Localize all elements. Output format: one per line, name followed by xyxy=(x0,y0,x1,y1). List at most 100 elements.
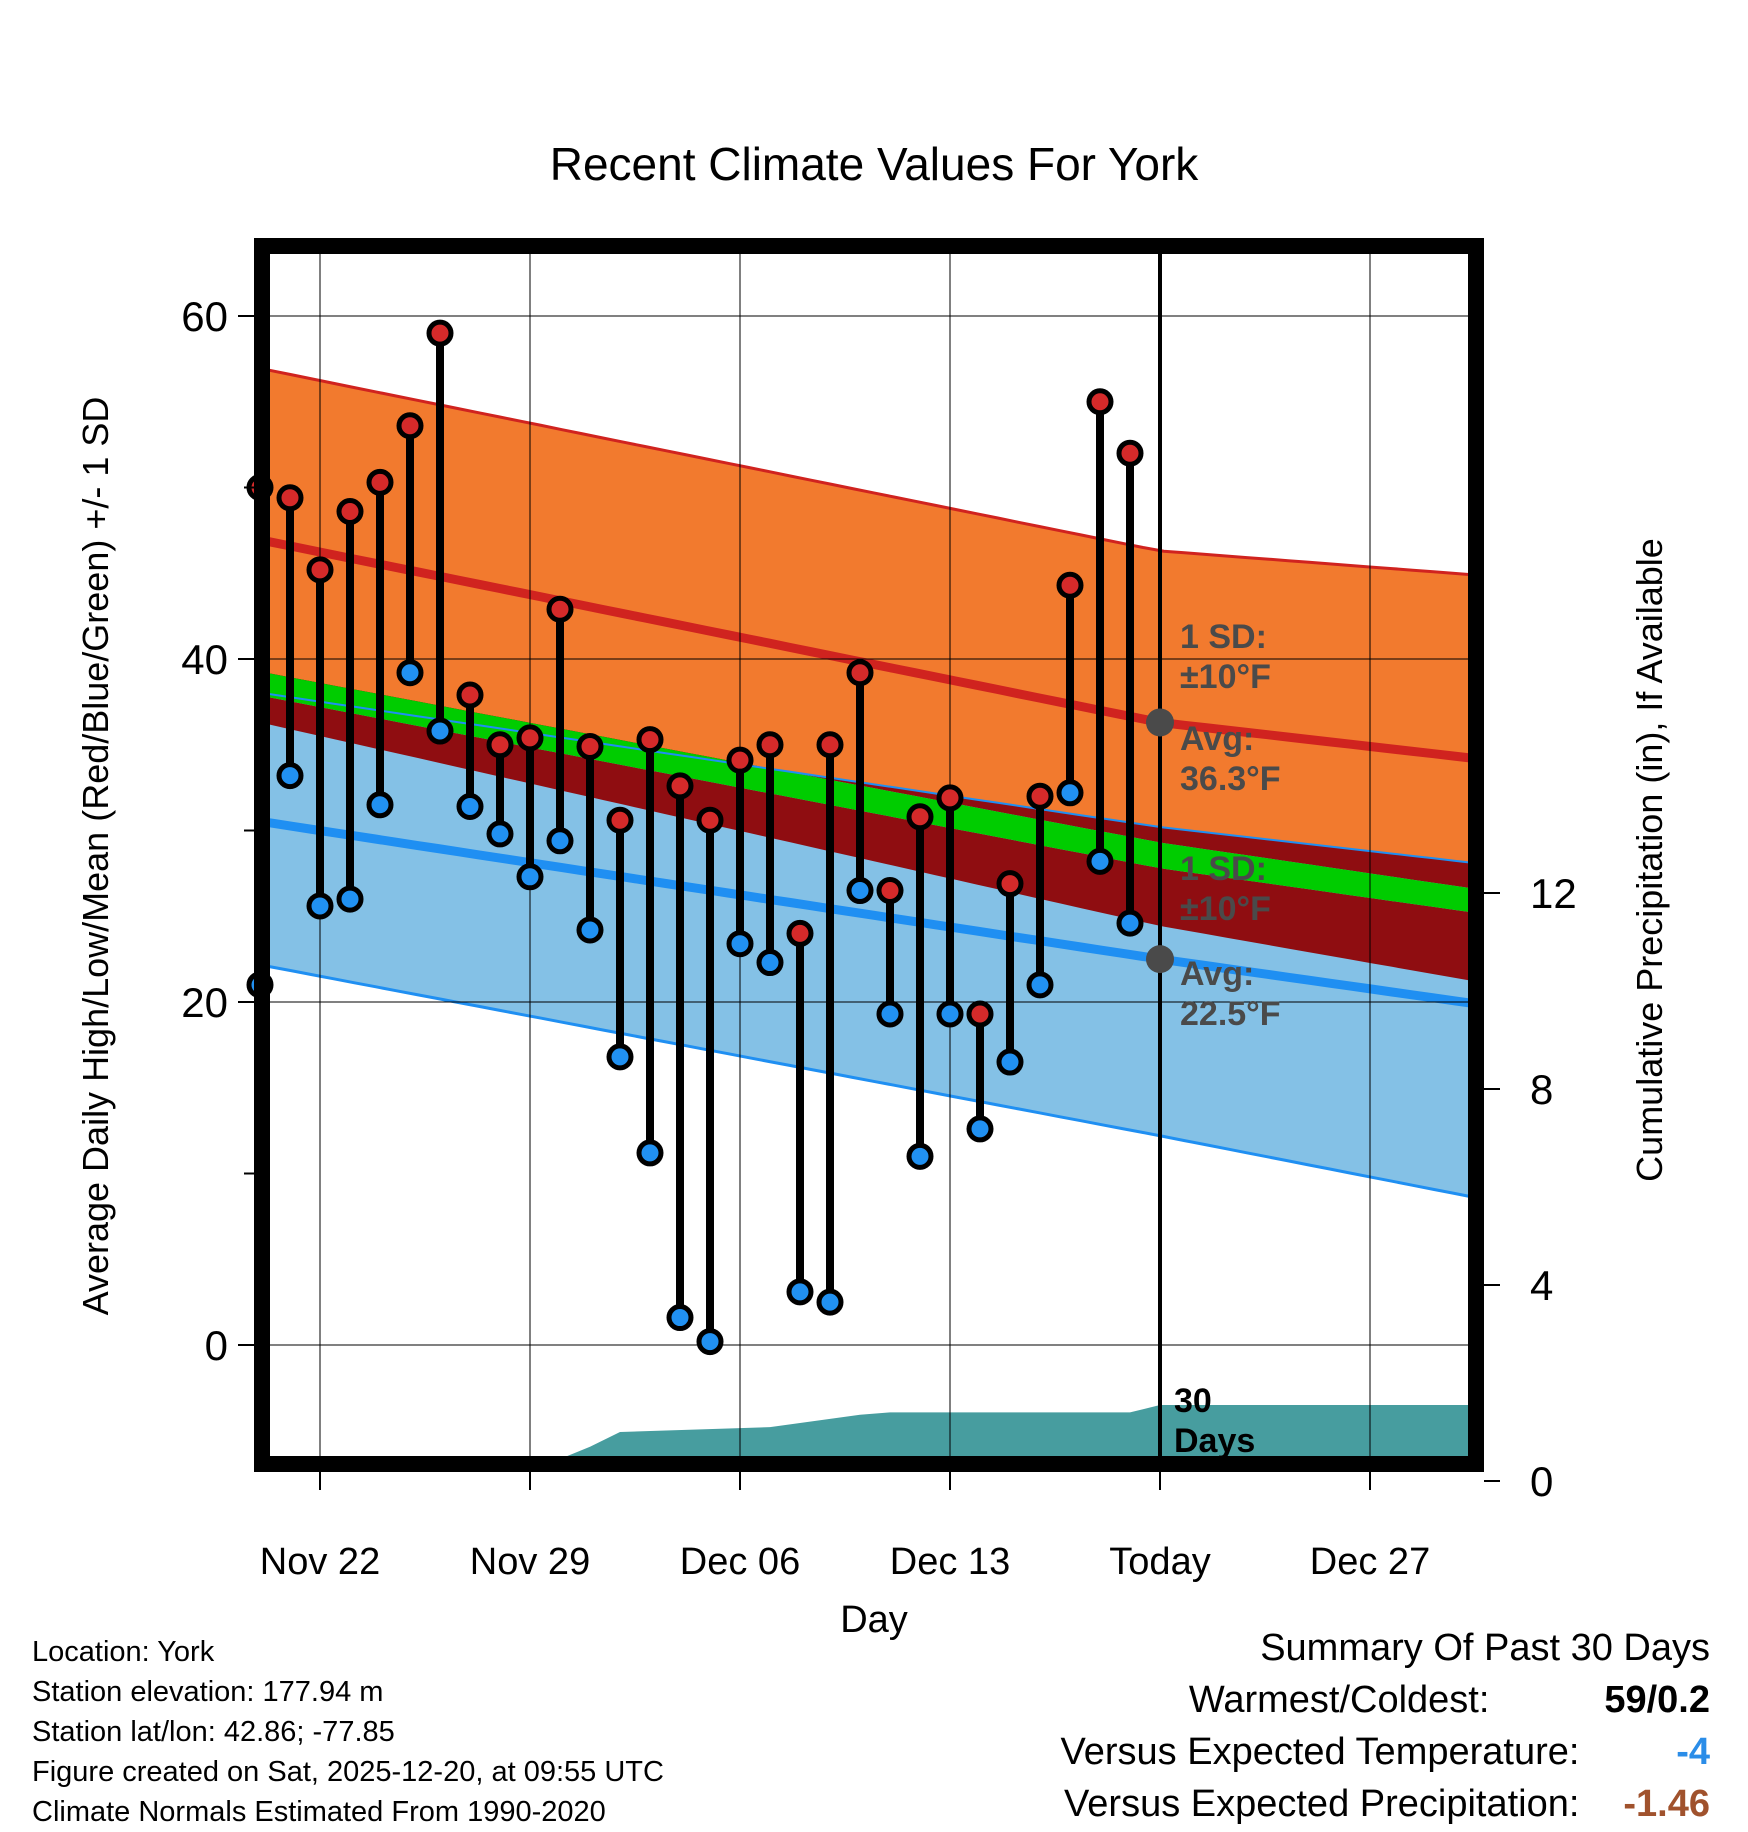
temperature-departure-value: -4 xyxy=(1676,1731,1710,1773)
low-temp-point xyxy=(366,791,394,819)
low-temp-point xyxy=(1056,779,1084,807)
days-word-label: Days xyxy=(1174,1422,1255,1460)
low-temp-point xyxy=(936,1000,964,1028)
temperature-departure-row: Versus Expected Temperature: -4 xyxy=(1061,1726,1710,1778)
precipitation-departure-row: Versus Expected Precipitation: -1.46 xyxy=(1061,1778,1710,1830)
plot-area xyxy=(262,367,1476,1464)
low-temp-point xyxy=(516,863,544,891)
high-temp-point xyxy=(456,681,484,709)
x-tick-label: Dec 27 xyxy=(1310,1541,1430,1583)
y2-axis-label: Cumulative Precipitation (in), If Availa… xyxy=(1629,538,1670,1182)
high-avg-marker xyxy=(1146,708,1174,737)
normals-text: Climate Normals Estimated From 1990-2020 xyxy=(32,1796,606,1828)
summary-panel: Summary Of Past 30 Days Warmest/Coldest:… xyxy=(1061,1622,1710,1830)
warmest-coldest-row: Warmest/Coldest: 59/0.2 xyxy=(1061,1674,1710,1726)
high-sd-value: ±10°F xyxy=(1180,658,1271,696)
high-temp-point xyxy=(1026,782,1054,810)
high-temp-point xyxy=(756,731,784,759)
mean-sd-band xyxy=(262,695,1475,982)
high-temp-point xyxy=(576,732,604,760)
elevation-text: Station elevation: 177.94 m xyxy=(32,1676,384,1708)
high-temp-point xyxy=(1086,388,1114,416)
high-temp-point xyxy=(366,468,394,496)
low-temp-point xyxy=(666,1304,694,1332)
low-temp-point xyxy=(846,877,874,905)
low-temp-point xyxy=(696,1328,724,1356)
high-temp-point xyxy=(516,724,544,752)
high-temp-point xyxy=(486,731,514,759)
high-temp-point xyxy=(1056,571,1084,599)
low-temp-point xyxy=(306,892,334,920)
low-avg-label: Avg: xyxy=(1180,955,1254,993)
y-tick-label: 0 xyxy=(205,1322,228,1369)
low-temp-point xyxy=(486,820,514,848)
low-temp-point xyxy=(636,1139,664,1167)
high-avg-label: Avg: xyxy=(1180,720,1254,758)
low-temp-point xyxy=(756,949,784,977)
latlon-text: Station lat/lon: 42.86; -77.85 xyxy=(32,1716,395,1748)
low-avg-marker xyxy=(1146,945,1174,974)
low-temp-point xyxy=(966,1115,994,1143)
low-lower-sd-line xyxy=(262,963,1476,1199)
high-temp-point xyxy=(306,556,334,584)
high-temp-point xyxy=(786,919,814,947)
high-sd-label: 1 SD: xyxy=(1180,618,1267,656)
low-temp-point xyxy=(876,1000,904,1028)
location-text: Location: York xyxy=(32,1636,215,1668)
x-axis-label: Day xyxy=(840,1599,908,1641)
x-tick-label: Nov 22 xyxy=(260,1541,380,1583)
precipitation-departure-value: -1.46 xyxy=(1623,1783,1710,1825)
y-tick-label: 60 xyxy=(181,293,228,340)
temperature-departure-label: Versus Expected Temperature: xyxy=(1060,1731,1580,1773)
y-tick-label: 40 xyxy=(181,636,228,683)
high-temp-point xyxy=(336,498,364,526)
low-temp-point xyxy=(786,1278,814,1306)
low-temp-point xyxy=(456,792,484,820)
high-temp-point xyxy=(696,806,724,834)
created-text: Figure created on Sat, 2025-12-20, at 09… xyxy=(32,1756,664,1788)
high-temp-point xyxy=(606,806,634,834)
low-temp-point xyxy=(546,827,574,855)
high-temp-point xyxy=(546,595,574,623)
mid-band-top xyxy=(262,671,1475,889)
high-avg-value: 36.3°F xyxy=(1180,760,1281,798)
low-temp-point xyxy=(336,885,364,913)
low-sd-band xyxy=(262,695,1475,1198)
x-tick-label: Today xyxy=(1109,1541,1210,1583)
low-temp-point xyxy=(1026,971,1054,999)
high-temp-point xyxy=(996,870,1024,898)
x-tick-label: Dec 06 xyxy=(680,1541,800,1583)
low-temp-point xyxy=(426,717,454,745)
low-temp-point xyxy=(996,1048,1024,1076)
low-temp-point xyxy=(606,1043,634,1071)
precipitation-departure-label: Versus Expected Precipitation: xyxy=(1064,1783,1580,1825)
high-temp-point xyxy=(876,877,904,905)
high-temp-point xyxy=(636,726,664,754)
low-temp-point xyxy=(726,930,754,958)
low-temp-point xyxy=(906,1142,934,1170)
warmest-coldest-value: 59/0.2 xyxy=(1604,1679,1710,1721)
low-sd-label: 1 SD: xyxy=(1180,850,1267,888)
low-sd-value: ±10°F xyxy=(1180,890,1271,928)
high-temp-point xyxy=(426,319,454,347)
chart-title: Recent Climate Values For York xyxy=(550,138,1200,190)
low-normal-line xyxy=(262,817,1476,1009)
x-tick-label: Nov 29 xyxy=(470,1541,590,1583)
low-temp-point xyxy=(576,916,604,944)
high-temp-point xyxy=(666,772,694,800)
high-temp-point xyxy=(276,484,304,512)
high-temp-point xyxy=(966,1000,994,1028)
summary-title: Summary Of Past 30 Days xyxy=(1260,1627,1710,1669)
precipitation-area xyxy=(454,1405,1475,1464)
x-tick-label: Dec 13 xyxy=(890,1541,1010,1583)
high-sd-band xyxy=(262,368,1475,864)
low-temp-point xyxy=(276,762,304,790)
high-temp-point xyxy=(816,731,844,759)
y-tick-label: 20 xyxy=(181,979,228,1026)
y2-tick-label: 0 xyxy=(1530,1458,1553,1505)
high-temp-point xyxy=(846,659,874,687)
low-temp-point xyxy=(396,659,424,687)
station-info: Location: York Station elevation: 177.94… xyxy=(32,1632,664,1832)
low-avg-value: 22.5°F xyxy=(1180,995,1281,1033)
